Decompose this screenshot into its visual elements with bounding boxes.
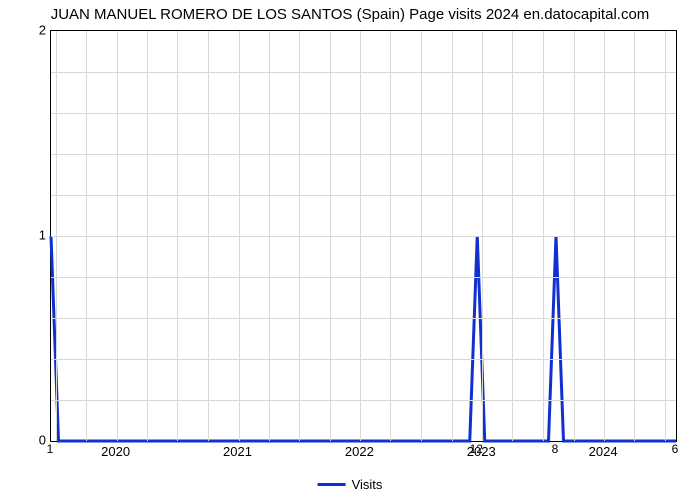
- y-minor-gridline: [51, 359, 676, 360]
- x-gridline: [56, 31, 57, 441]
- x-gridline: [360, 31, 361, 441]
- x-gridline: [574, 31, 575, 441]
- y-minor-gridline: [51, 154, 676, 155]
- x-gridline: [177, 31, 178, 441]
- x-gridline: [452, 31, 453, 441]
- data-point-label: 8: [552, 442, 559, 456]
- y-gridline: [51, 236, 676, 237]
- x-gridline: [604, 31, 605, 441]
- x-gridline: [543, 31, 544, 441]
- chart-title: JUAN MANUEL ROMERO DE LOS SANTOS (Spain)…: [0, 0, 700, 23]
- y-tick-label: 2: [30, 23, 46, 38]
- visits-line: [51, 236, 676, 441]
- legend-label: Visits: [352, 477, 383, 492]
- legend-swatch: [318, 483, 346, 486]
- x-gridline: [421, 31, 422, 441]
- x-tick-label: 2021: [223, 444, 252, 459]
- x-tick-label: 2022: [345, 444, 374, 459]
- data-point-label: 12: [470, 442, 483, 456]
- x-tick-label: 2024: [589, 444, 618, 459]
- data-point-label: 6: [672, 442, 679, 456]
- chart-container: JUAN MANUEL ROMERO DE LOS SANTOS (Spain)…: [0, 0, 700, 500]
- legend: Visits: [318, 477, 383, 492]
- x-gridline: [482, 31, 483, 441]
- y-minor-gridline: [51, 400, 676, 401]
- y-minor-gridline: [51, 318, 676, 319]
- x-gridline: [269, 31, 270, 441]
- y-tick-label: 0: [30, 433, 46, 448]
- plot-area: [50, 30, 677, 442]
- x-gridline: [512, 31, 513, 441]
- x-gridline: [390, 31, 391, 441]
- x-gridline: [86, 31, 87, 441]
- x-tick-label: 2020: [101, 444, 130, 459]
- x-gridline: [299, 31, 300, 441]
- x-gridline: [147, 31, 148, 441]
- y-minor-gridline: [51, 72, 676, 73]
- y-tick-label: 1: [30, 228, 46, 243]
- y-minor-gridline: [51, 113, 676, 114]
- data-point-label: 1: [47, 442, 54, 456]
- x-gridline: [117, 31, 118, 441]
- y-minor-gridline: [51, 277, 676, 278]
- y-minor-gridline: [51, 195, 676, 196]
- x-gridline: [239, 31, 240, 441]
- x-gridline: [330, 31, 331, 441]
- x-gridline: [634, 31, 635, 441]
- x-gridline: [665, 31, 666, 441]
- x-gridline: [208, 31, 209, 441]
